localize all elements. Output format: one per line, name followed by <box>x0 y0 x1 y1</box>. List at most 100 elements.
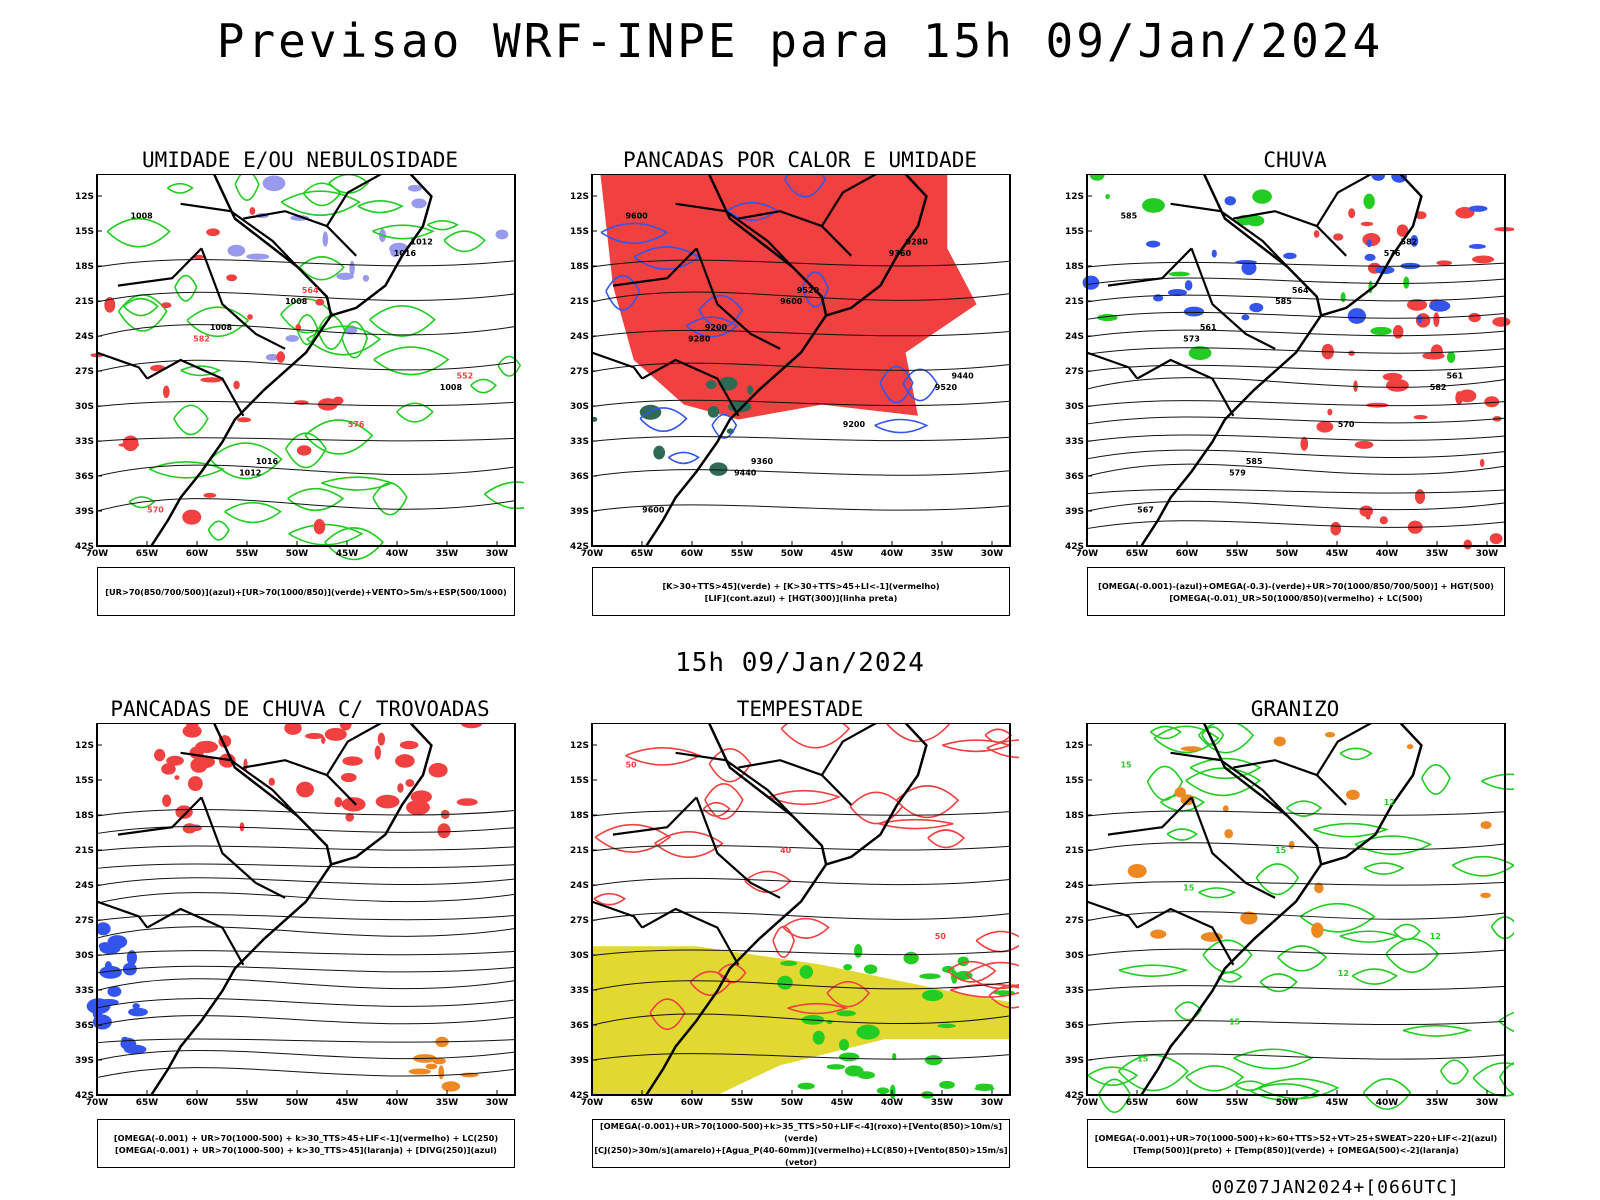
contour-label: 576 <box>348 420 365 429</box>
field-patch <box>285 335 299 342</box>
contour-label: 1016 <box>256 457 279 466</box>
lat-label: 15S <box>570 776 589 786</box>
field-patch <box>154 748 166 762</box>
field-patch <box>1180 746 1202 752</box>
field-patch <box>919 973 941 980</box>
field-patch <box>399 740 419 750</box>
map-frame <box>591 174 1011 547</box>
coastline-ne <box>1320 723 1423 866</box>
field-patch <box>1345 789 1360 800</box>
field-contour <box>975 930 1019 953</box>
field-patch <box>99 965 122 979</box>
field-patch <box>362 274 370 282</box>
lat-label: 15S <box>570 227 589 237</box>
lon-label: 40W <box>386 549 409 559</box>
field-patch <box>284 723 302 735</box>
field-patch <box>324 727 347 741</box>
lat-label: 36S <box>75 1021 94 1031</box>
field-patch <box>937 1023 956 1029</box>
field-patch <box>1365 514 1371 520</box>
field-contour <box>649 998 686 1031</box>
field-patch <box>186 723 199 730</box>
field-contour <box>328 174 370 194</box>
contour-label: 12 <box>1384 798 1395 807</box>
isoline <box>1086 985 1506 991</box>
field-contour <box>1402 1024 1473 1037</box>
lon-label: 55W <box>1226 1098 1249 1108</box>
field-patch <box>1366 239 1372 248</box>
field-patch <box>1246 215 1265 227</box>
map-background <box>1087 723 1505 1095</box>
state-border <box>675 751 794 817</box>
field-patch <box>247 314 253 320</box>
lat-label: 33S <box>75 437 94 447</box>
lon-label: 45W <box>1326 549 1349 559</box>
field-contour <box>783 174 827 198</box>
field-contour <box>207 520 230 541</box>
state-border <box>325 723 382 776</box>
lat-label: 39S <box>570 1056 589 1066</box>
field-patch <box>1146 240 1161 248</box>
field-patch <box>249 207 256 215</box>
coastline-ne <box>825 174 928 317</box>
state-border <box>695 248 781 350</box>
field-contour <box>1259 973 1298 993</box>
isoline <box>1086 416 1506 425</box>
mid-title: 15h 09/Jan/2024 <box>675 648 925 678</box>
lon-label: 60W <box>1176 549 1199 559</box>
state-border <box>1190 248 1276 350</box>
state-border <box>1086 351 1139 380</box>
legend-line: [Temp(500)](preto) + [Temp(850)](verde) … <box>1133 1144 1459 1155</box>
lon-label: 50W <box>1276 1098 1299 1108</box>
lon-label: 40W <box>881 549 904 559</box>
lon-label: 40W <box>881 1098 904 1108</box>
isoline <box>1086 449 1506 460</box>
field-contour <box>396 402 434 423</box>
contour-label: 582 <box>1430 383 1447 392</box>
field-patch <box>322 231 329 247</box>
field-contour <box>106 218 171 248</box>
field-patch <box>425 1063 438 1070</box>
field-patch <box>1311 922 1324 938</box>
field-patch <box>1224 828 1233 839</box>
map-panel-3: 585 585 582 579 576 573 570 567 564 561 585 582 561 1… <box>1065 174 1514 559</box>
lon-label: 70W <box>581 1098 604 1108</box>
contour-label: 1008 <box>440 383 463 392</box>
lat-label: 12S <box>570 741 589 751</box>
field-patch <box>1314 882 1324 894</box>
field-patch <box>856 1024 880 1040</box>
field-patch <box>1417 314 1423 324</box>
field-contour <box>304 419 374 455</box>
field-patch <box>857 1071 875 1080</box>
lon-label: 35W <box>1426 549 1449 559</box>
isoline <box>1086 1053 1506 1061</box>
contour-label: 9520 <box>935 383 958 392</box>
lon-label: 30W <box>486 1098 509 1108</box>
lon-label: 35W <box>1426 1098 1449 1108</box>
field-contour <box>443 230 486 253</box>
field-contour <box>427 220 459 231</box>
isoline <box>591 469 1011 477</box>
field-patch <box>342 756 363 766</box>
field-patch <box>1240 911 1258 925</box>
legend-line: [OMEGA(-0.001)+UR>70(1000-500)+k>60+TTS>… <box>1094 1132 1498 1143</box>
field-patch <box>1127 863 1147 879</box>
field-patch <box>374 745 381 760</box>
lat-label: 18S <box>1065 811 1084 821</box>
state-border <box>591 351 644 380</box>
isoline <box>1086 488 1506 495</box>
isoline <box>591 504 1011 512</box>
map-panel-2: 9600 9600 9520 9440 9360 9280 9200 9600 9520 9440… <box>570 174 1011 559</box>
field-patch <box>305 732 324 740</box>
lat-label: 12S <box>1065 192 1084 202</box>
field-contour <box>280 190 361 216</box>
field-patch <box>315 298 325 306</box>
lat-label: 42S <box>1065 542 1084 552</box>
lon-label: 30W <box>981 1098 1004 1108</box>
field-patch <box>296 781 314 798</box>
lat-label: 30S <box>1065 951 1084 961</box>
field-patch <box>262 175 286 192</box>
lat-label: 39S <box>1065 507 1084 517</box>
field-patch <box>1252 189 1272 204</box>
contour-label: 9600 <box>625 212 648 221</box>
